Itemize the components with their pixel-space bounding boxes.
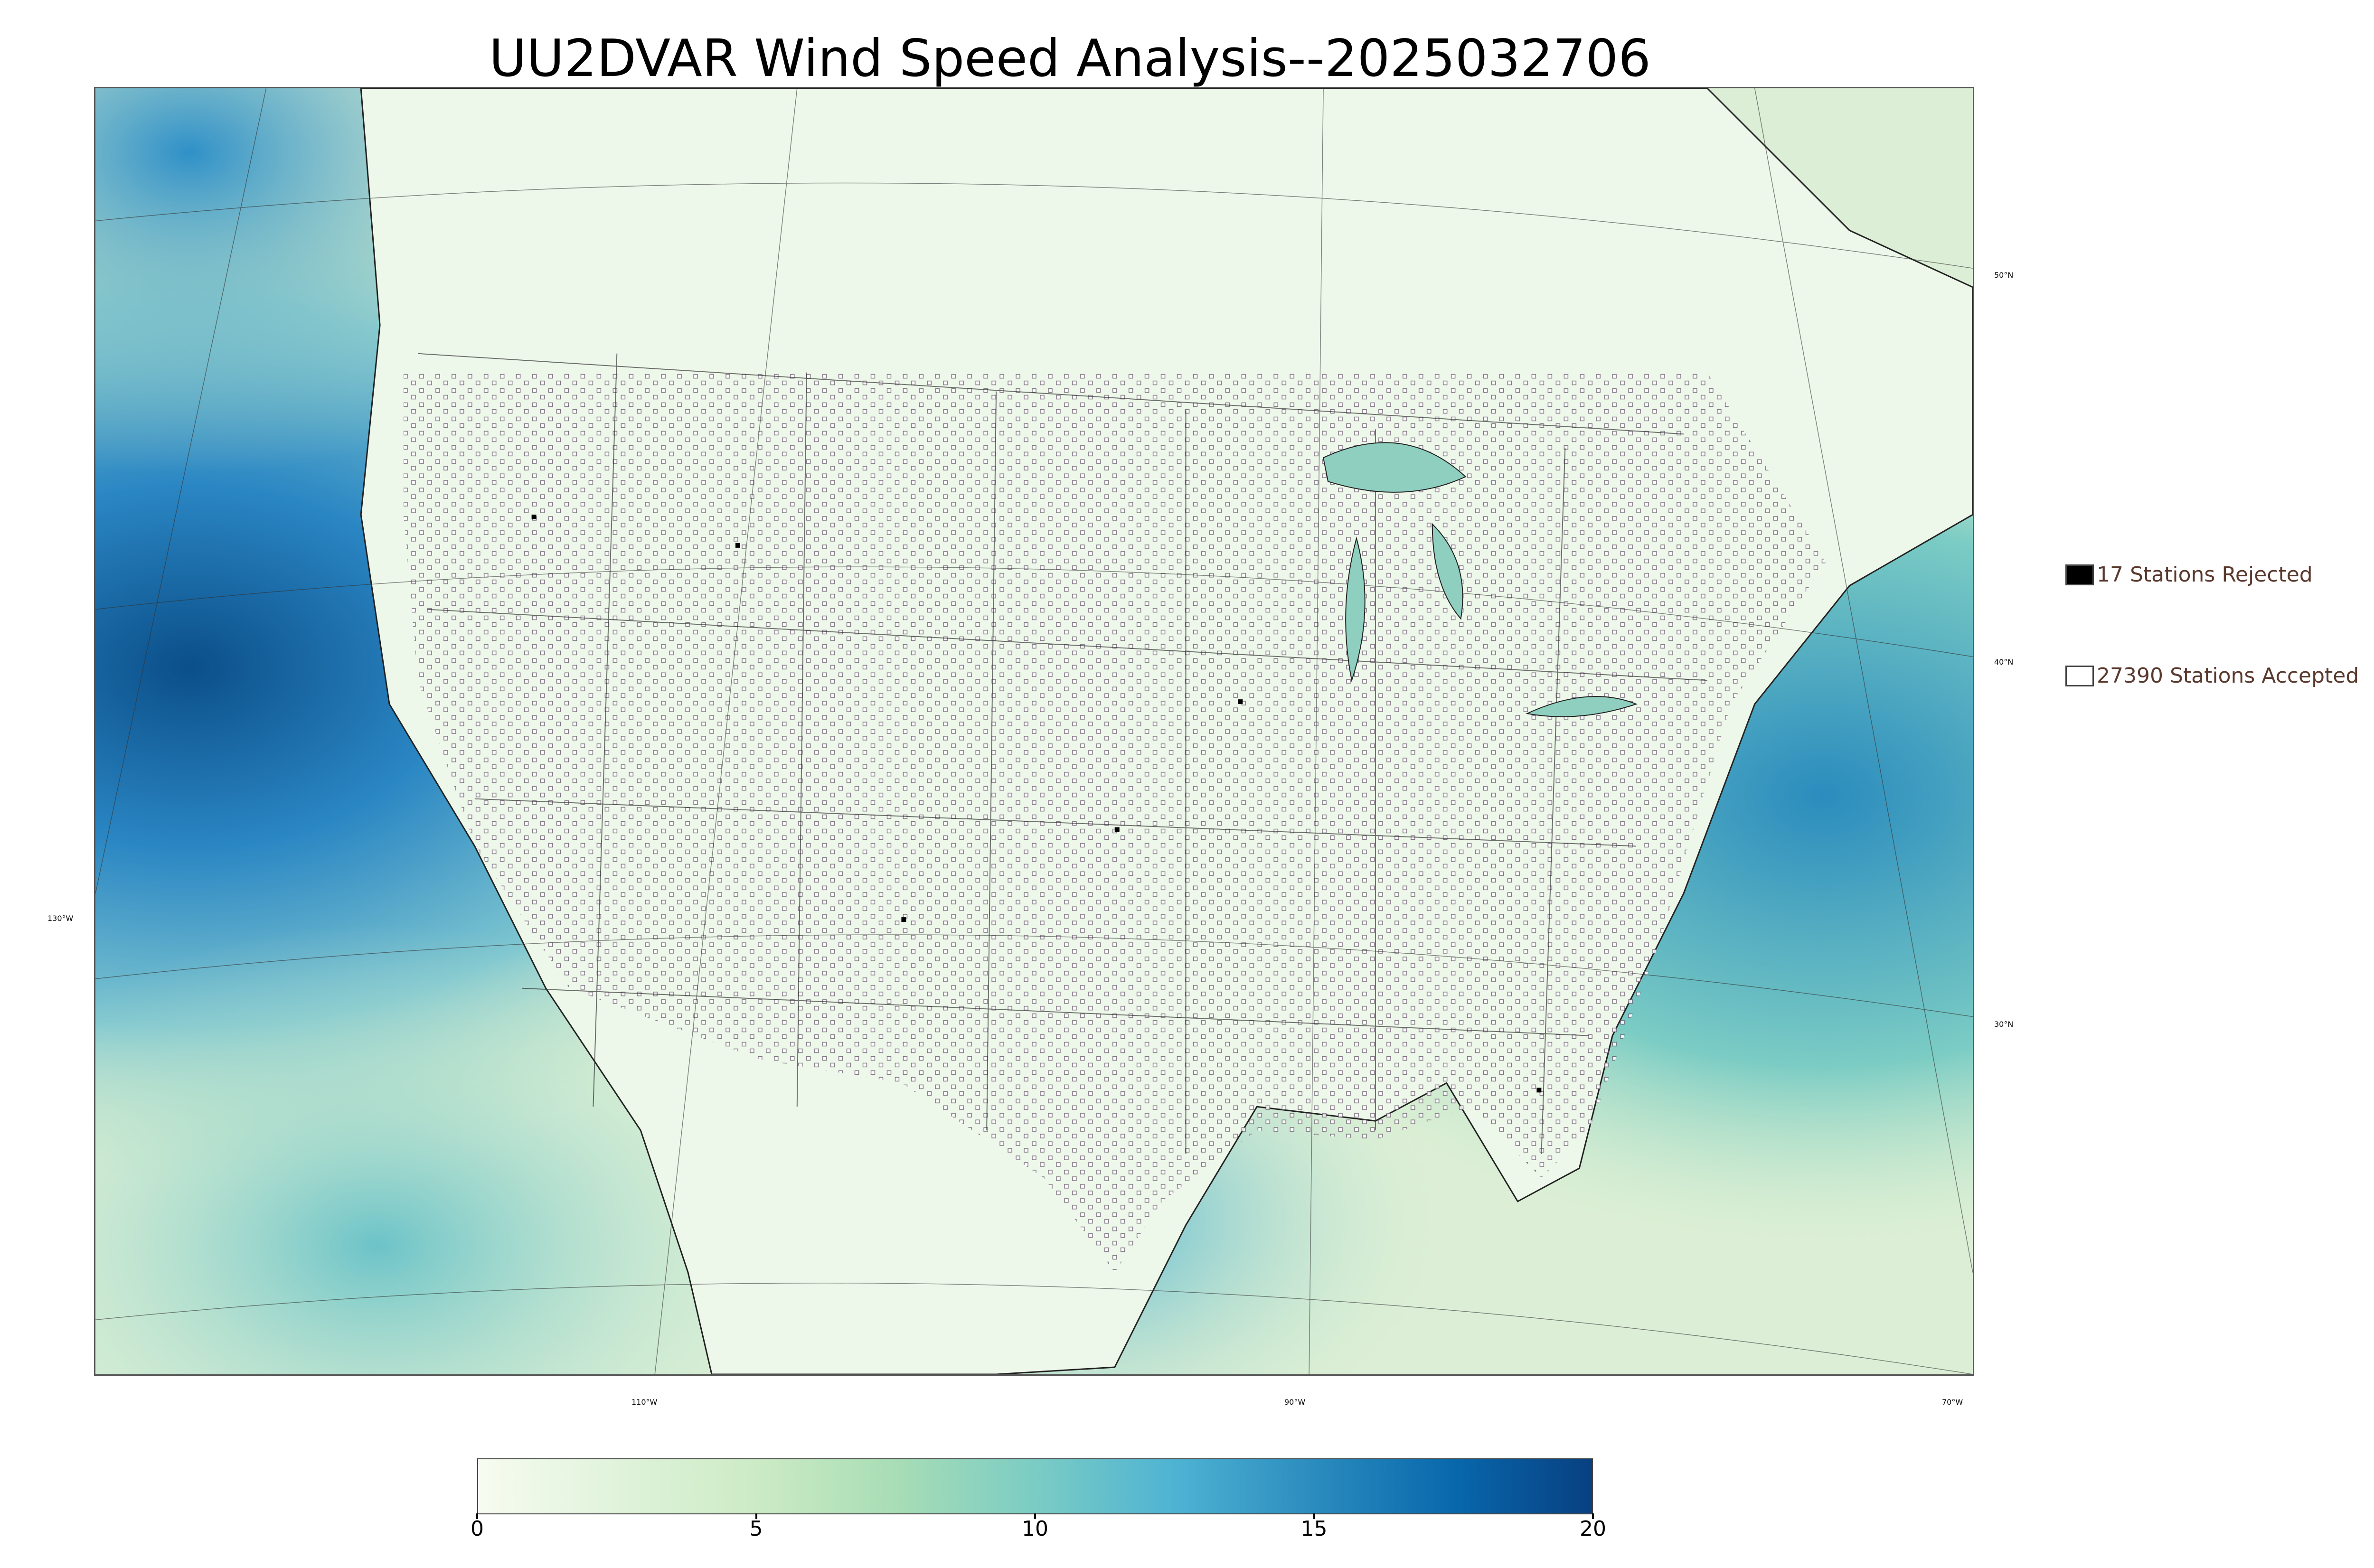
colorbar-tick-label: 15 — [1300, 1517, 1328, 1541]
legend-accepted: 27390 Stations Accepted — [2065, 664, 2359, 688]
lon-label-70w: 70°W — [1942, 1398, 1963, 1407]
legend-rejected: 17 Stations Rejected — [2065, 563, 2313, 587]
colorbar-tick-mark — [1592, 1513, 1594, 1519]
colorbar-tick-label: 10 — [1022, 1517, 1048, 1541]
lon-label-110w: 110°W — [631, 1398, 658, 1407]
rejected-label: 17 Stations Rejected — [2097, 563, 2313, 587]
lat-label-50n: 50°N — [1994, 271, 2014, 280]
map-canvas — [95, 88, 1973, 1374]
station-markers-area — [404, 372, 1826, 1273]
rejected-swatch — [2065, 564, 2094, 585]
colorbar — [477, 1458, 1593, 1514]
graticule — [95, 88, 1973, 1374]
accepted-label: 27390 Stations Accepted — [2097, 664, 2359, 688]
map-title: UU2DVAR Wind Speed Analysis--2025032706 — [489, 29, 1651, 88]
colorbar-tick-label: 5 — [749, 1517, 763, 1541]
political-borders — [417, 353, 1707, 1155]
wind-speed-map[interactable] — [94, 87, 1974, 1376]
colorbar-tick-mark — [1313, 1513, 1315, 1519]
lon-label-130w: 130°W — [47, 914, 74, 923]
rejected-stations — [531, 515, 1542, 1093]
colorbar-tick-label: 20 — [1580, 1517, 1606, 1541]
accepted-swatch — [2065, 665, 2094, 686]
lon-label-90w: 90°W — [1284, 1398, 1306, 1407]
colorbar-tick-mark — [755, 1513, 757, 1519]
colorbar-tick-mark — [1034, 1513, 1036, 1519]
colorbar-tick-mark — [476, 1513, 478, 1519]
colorbar-tick-label: 0 — [471, 1517, 484, 1541]
great-lakes — [1322, 442, 1638, 717]
lat-label-30n: 30°N — [1994, 1020, 2014, 1029]
lat-label-40n: 40°N — [1994, 657, 2014, 667]
